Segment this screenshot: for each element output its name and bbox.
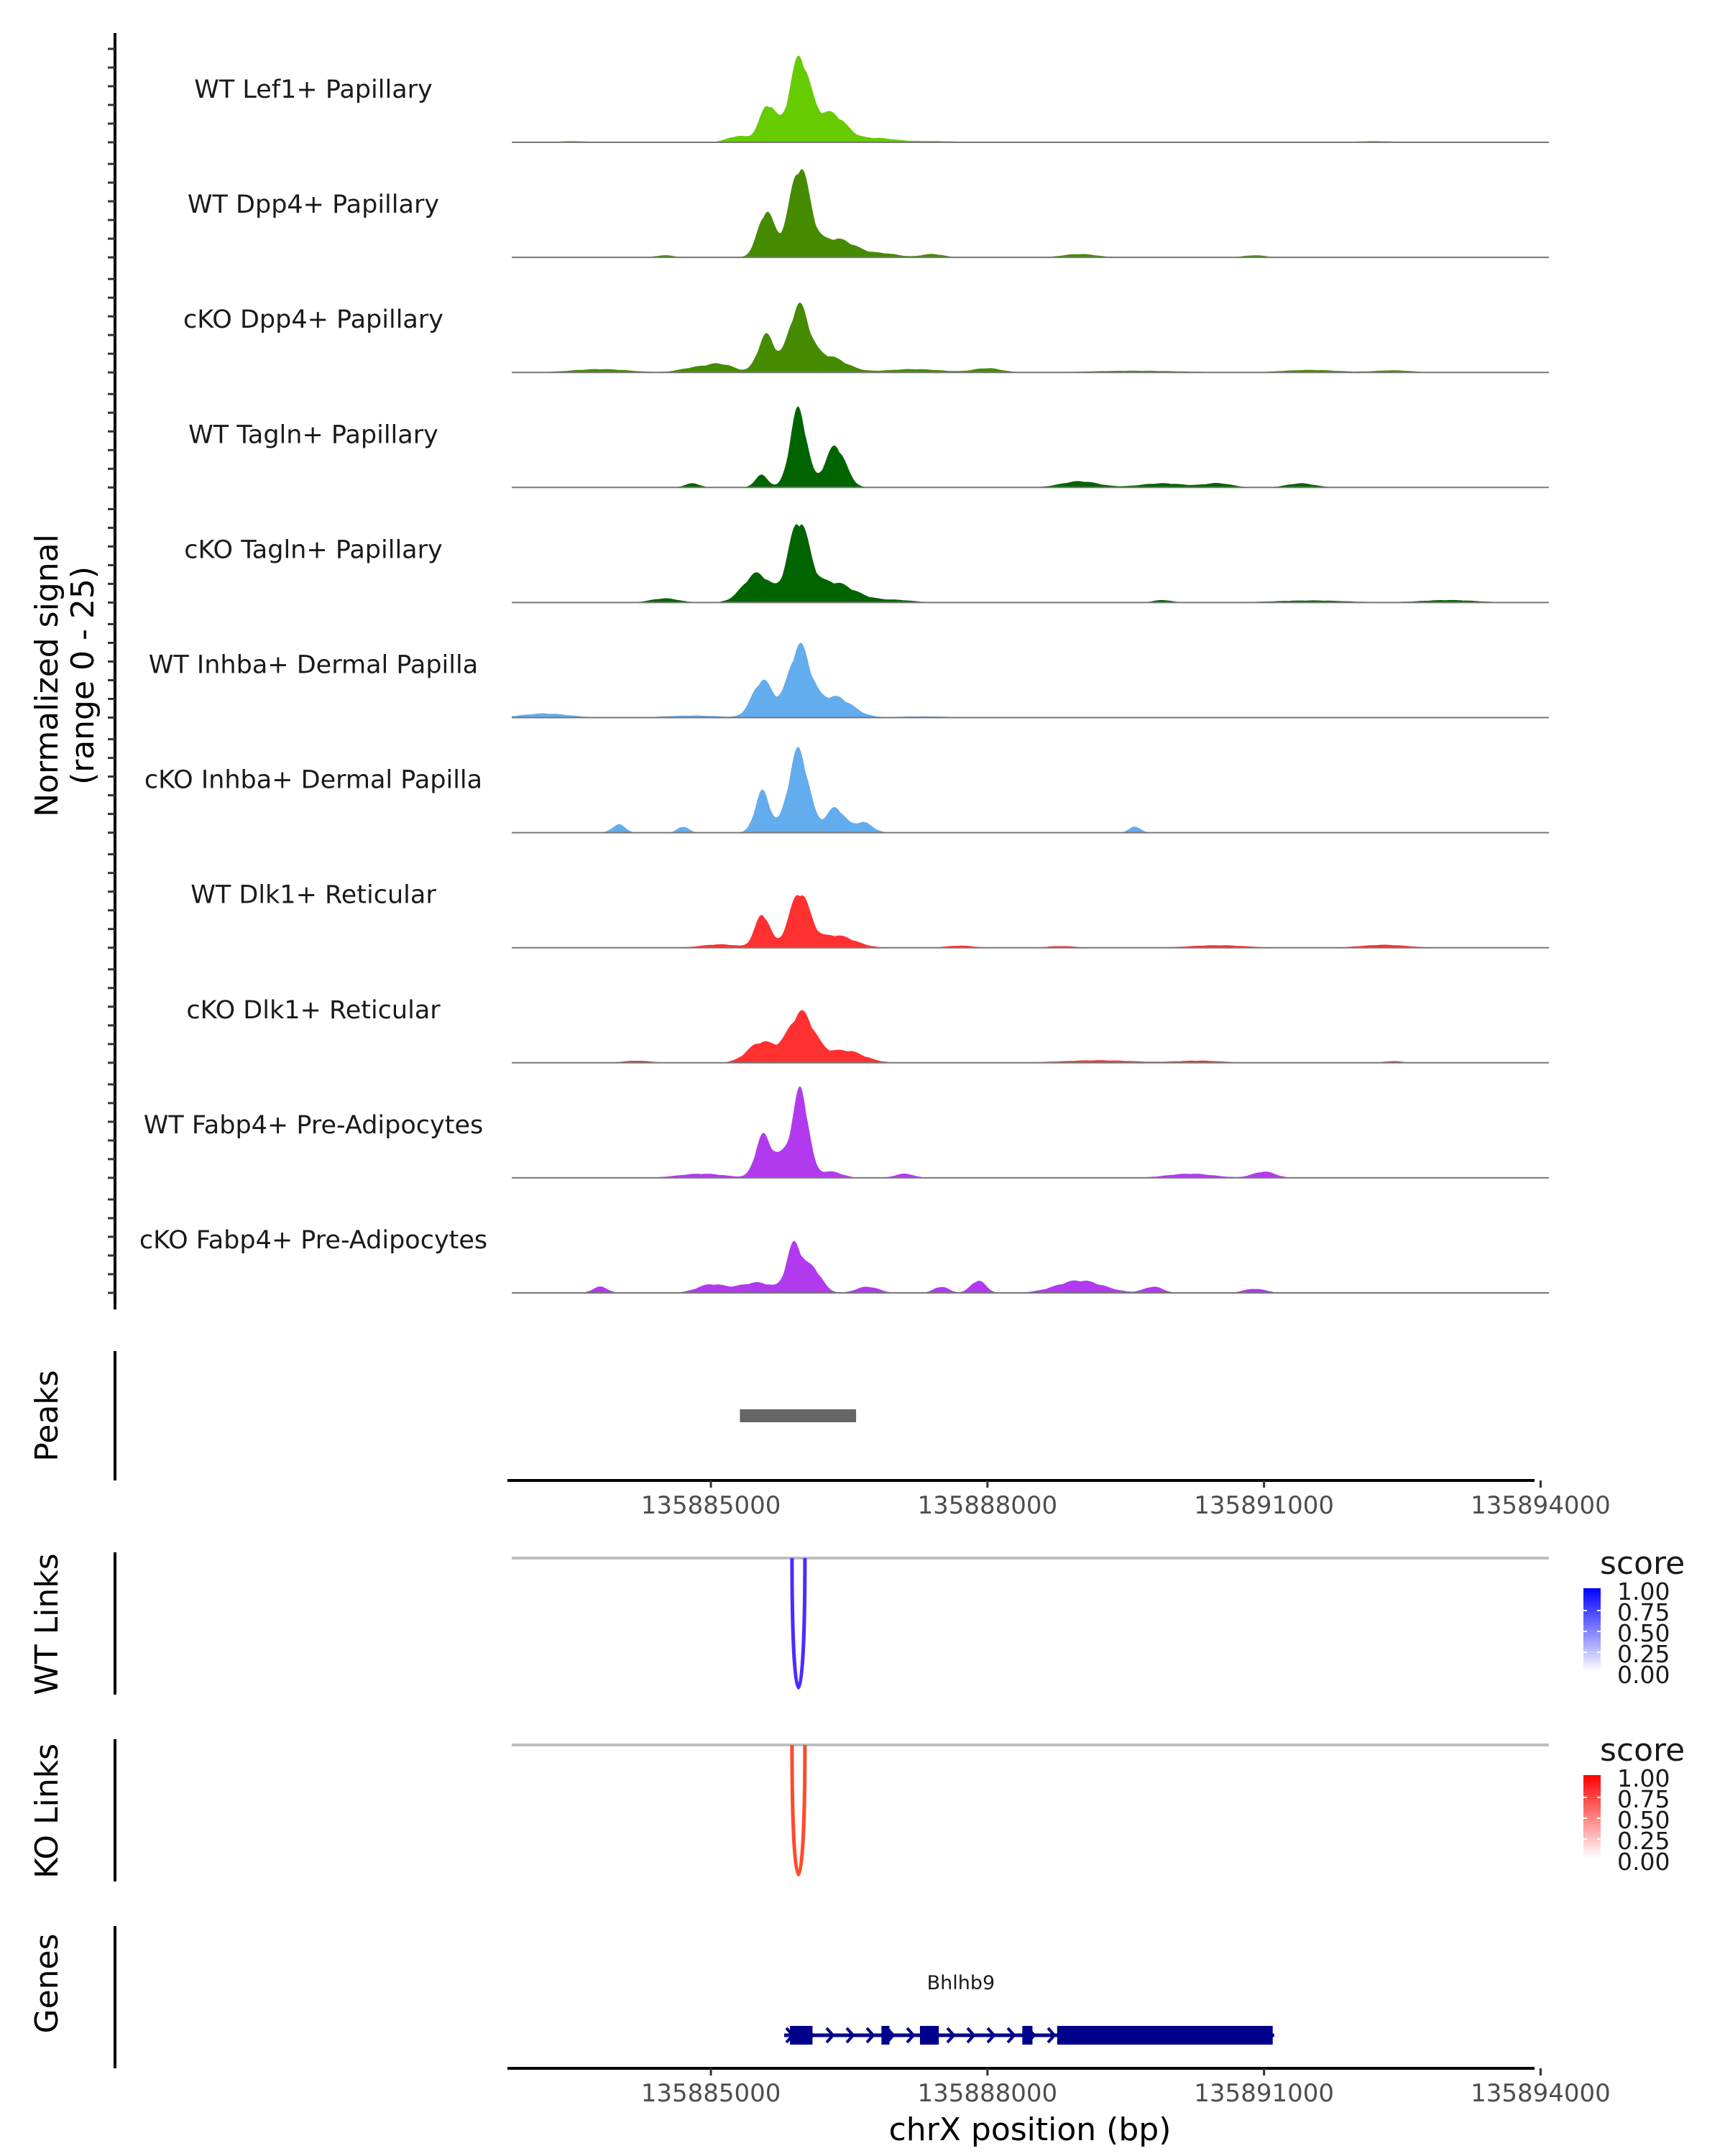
- coverage-track: WT Fabp4+ Pre-Adipocytes: [144, 1086, 1549, 1179]
- coverage-track: WT Dpp4+ Papillary: [188, 169, 1549, 259]
- strand-arrow-icon: [1006, 2027, 1016, 2044]
- x-tick-label: 135888000: [918, 1491, 1058, 1520]
- coverage-track: cKO Tagln+ Papillary: [184, 524, 1549, 604]
- gene-annotations: Bhlhb9: [784, 1972, 1274, 2045]
- coverage-area: [512, 55, 1549, 142]
- gene-exon: [790, 2026, 813, 2045]
- peaks-track-label: Peaks: [29, 1370, 65, 1461]
- x-tick-label: 135891000: [1194, 1491, 1334, 1520]
- coverage-track: cKO Dpp4+ Papillary: [183, 303, 1549, 374]
- coverage-area: [512, 1086, 1549, 1178]
- legend-tick-label: 0.50: [1617, 1806, 1670, 1834]
- legend-tick-label: 0.25: [1617, 1827, 1670, 1855]
- x-tick-label: 135894000: [1471, 2079, 1611, 2108]
- coverage-area: [512, 406, 1549, 488]
- coverage-track: WT Dlk1+ Reticular: [190, 881, 1549, 949]
- track-label: WT Dlk1+ Reticular: [190, 881, 436, 910]
- strand-arrow-icon: [1046, 2027, 1057, 2044]
- legend-title: score: [1600, 1732, 1685, 1769]
- strand-arrow-icon: [986, 2027, 996, 2044]
- strand-arrow-icon: [946, 2027, 956, 2044]
- score-legends: score1.000.750.500.250.00score1.000.750.…: [1583, 1545, 1685, 1876]
- strand-arrow-icon: [906, 2027, 916, 2044]
- strand-arrow-icon: [865, 2027, 875, 2044]
- gene-exon: [1057, 2026, 1273, 2045]
- strand-arrow-icon: [966, 2027, 976, 2044]
- track-label: WT Tagln+ Papillary: [188, 420, 438, 449]
- coverage-track: WT Tagln+ Papillary: [188, 406, 1549, 489]
- track-label: cKO Dlk1+ Reticular: [186, 996, 441, 1025]
- coverage-area: [512, 747, 1549, 833]
- coverage-area: [512, 1010, 1549, 1063]
- coverage-area: [512, 1240, 1549, 1293]
- x-tick-label: 135891000: [1194, 2079, 1334, 2108]
- track-label: WT Fabp4+ Pre-Adipocytes: [144, 1111, 483, 1140]
- coverage-track: WT Inhba+ Dermal Papilla: [149, 642, 1549, 719]
- gene-model: Bhlhb9: [784, 1972, 1274, 2045]
- peak-region: [740, 1409, 857, 1422]
- track-label: WT Dpp4+ Papillary: [188, 190, 439, 219]
- x-tick-label: 135894000: [1471, 1491, 1611, 1520]
- legend-tick-label: 1.00: [1617, 1764, 1670, 1792]
- gene-exon: [881, 2026, 890, 2045]
- track-label: cKO Fabp4+ Pre-Adipocytes: [139, 1226, 487, 1255]
- coverage-area: [512, 642, 1549, 718]
- legend-tick-label: 0.75: [1617, 1598, 1670, 1626]
- track-label: WT Inhba+ Dermal Papilla: [149, 651, 478, 680]
- x-axis-bottom: 135885000 135888000 135891000 135894000: [507, 2067, 1611, 2108]
- coverage-area: [512, 169, 1549, 258]
- coverage-track: cKO Fabp4+ Pre-Adipocytes: [139, 1226, 1549, 1294]
- x-axis-top: 135885000 135888000 135891000 135894000: [507, 1479, 1611, 1520]
- legend-tick-label: 0.50: [1617, 1619, 1670, 1647]
- coverage-track: WT Lef1+ Papillary: [194, 55, 1549, 143]
- track-label: cKO Dpp4+ Papillary: [183, 305, 443, 334]
- coverage-track: cKO Inhba+ Dermal Papilla: [144, 747, 1549, 834]
- track-label: cKO Tagln+ Papillary: [184, 535, 443, 564]
- x-tick-label: 135885000: [641, 2079, 781, 2108]
- gene-exon: [919, 2026, 939, 2045]
- gene-exon: [1022, 2026, 1033, 2045]
- x-tick-label: 135888000: [918, 2079, 1058, 2108]
- peak-regions: [740, 1409, 857, 1422]
- track-label: cKO Inhba+ Dermal Papilla: [144, 766, 482, 795]
- legend-tick-label: 0.25: [1617, 1640, 1670, 1668]
- link-tracks: [512, 1557, 1549, 1876]
- legend-colorbar: [1583, 1775, 1601, 1858]
- legend-title: score: [1600, 1545, 1685, 1582]
- coverage-tracks: WT Lef1+ Papillary WT Dpp4+ Papillary cKO …: [139, 55, 1549, 1294]
- coverage-area: [512, 303, 1549, 373]
- wt-links-track-label: WT Links: [29, 1553, 65, 1695]
- y-axis-title-line2: (range 0 - 25): [65, 566, 101, 785]
- gene-name: Bhlhb9: [927, 1972, 995, 1994]
- y-axis-title-line1: Normalized signal: [29, 534, 65, 817]
- coverage-track: cKO Dlk1+ Reticular: [186, 996, 1549, 1064]
- genes-track-label: Genes: [29, 1933, 65, 2033]
- track-label: WT Lef1+ Papillary: [194, 75, 433, 104]
- link-arc: [790, 1557, 807, 1690]
- link-arc: [790, 1744, 807, 1876]
- coverage-area: [512, 895, 1549, 948]
- legend-tick-label: 0.00: [1617, 1661, 1670, 1689]
- legend-colorbar: [1583, 1588, 1601, 1672]
- ko-links-track-label: KO Links: [29, 1743, 65, 1879]
- legend-tick-label: 0.75: [1617, 1785, 1670, 1813]
- x-tick-label: 135885000: [641, 1491, 781, 1520]
- legend-tick-label: 0.00: [1617, 1848, 1670, 1876]
- x-axis-title: chrX position (bp): [889, 2111, 1172, 2148]
- legend-tick-label: 1.00: [1617, 1577, 1670, 1606]
- y-axis-ticks: [108, 33, 116, 1309]
- coverage-area: [512, 524, 1549, 603]
- strand-arrow-icon: [845, 2027, 855, 2044]
- strand-arrow-icon: [825, 2027, 835, 2044]
